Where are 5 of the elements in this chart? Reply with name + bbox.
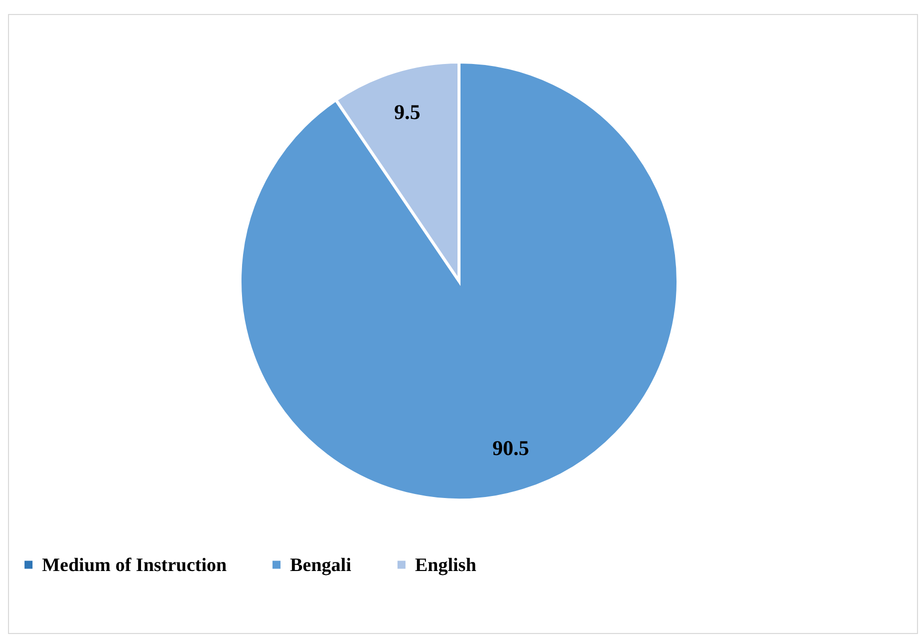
data-label: 90.5 xyxy=(492,436,530,460)
data-label: 9.5 xyxy=(394,100,420,124)
legend-label: Bengali xyxy=(290,554,352,576)
legend-label: English xyxy=(415,554,477,576)
legend-label: Medium of Instruction xyxy=(42,554,228,576)
